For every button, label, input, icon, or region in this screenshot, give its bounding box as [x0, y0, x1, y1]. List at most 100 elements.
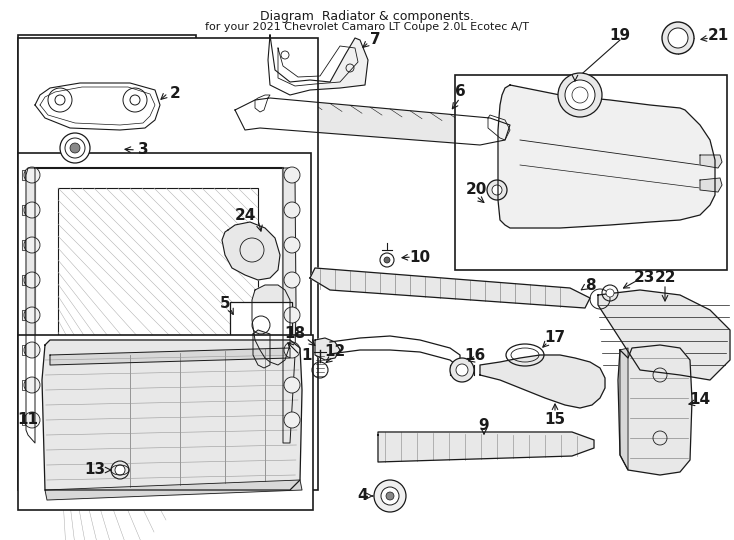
Text: 16: 16: [465, 348, 486, 362]
Circle shape: [284, 342, 300, 358]
Circle shape: [487, 180, 507, 200]
Polygon shape: [620, 348, 628, 470]
Circle shape: [606, 289, 614, 297]
Circle shape: [130, 95, 140, 105]
Polygon shape: [253, 330, 270, 368]
Circle shape: [24, 342, 40, 358]
Circle shape: [24, 412, 40, 428]
Polygon shape: [45, 480, 302, 500]
Circle shape: [284, 307, 300, 323]
Circle shape: [24, 237, 40, 253]
Text: 3: 3: [138, 143, 148, 158]
Text: 19: 19: [609, 28, 631, 43]
Text: 10: 10: [410, 249, 431, 265]
Text: 7: 7: [370, 32, 380, 48]
Text: 24: 24: [234, 207, 255, 222]
Circle shape: [284, 272, 300, 288]
Text: 6: 6: [454, 84, 465, 99]
Text: 1: 1: [302, 348, 312, 362]
Bar: [18, 335, 313, 510]
Circle shape: [456, 364, 468, 376]
Circle shape: [374, 480, 406, 512]
Circle shape: [284, 167, 300, 183]
Polygon shape: [22, 345, 25, 355]
Circle shape: [55, 95, 65, 105]
Circle shape: [24, 202, 40, 218]
Polygon shape: [310, 268, 590, 308]
Circle shape: [284, 237, 300, 253]
Text: 22: 22: [654, 271, 676, 286]
Polygon shape: [598, 290, 730, 380]
Circle shape: [558, 73, 602, 117]
Polygon shape: [488, 115, 510, 140]
Polygon shape: [22, 310, 25, 320]
Bar: [35, 168, 283, 443]
Polygon shape: [22, 380, 25, 390]
Polygon shape: [235, 98, 510, 145]
Circle shape: [450, 358, 474, 382]
Polygon shape: [42, 340, 302, 490]
Polygon shape: [35, 83, 160, 130]
Polygon shape: [252, 285, 290, 365]
Text: 8: 8: [585, 278, 595, 293]
Text: 23: 23: [633, 271, 655, 286]
Text: Diagram  Radiator & components.: Diagram Radiator & components.: [260, 10, 474, 23]
Polygon shape: [22, 205, 25, 215]
Circle shape: [284, 377, 300, 393]
Text: 11: 11: [17, 413, 38, 428]
Polygon shape: [222, 222, 280, 280]
Circle shape: [384, 257, 390, 263]
Bar: [230, 302, 292, 384]
Polygon shape: [378, 432, 594, 462]
Circle shape: [565, 80, 595, 110]
Polygon shape: [255, 95, 270, 112]
Text: 15: 15: [545, 413, 566, 428]
Circle shape: [111, 461, 129, 479]
Circle shape: [70, 143, 80, 153]
Polygon shape: [480, 355, 605, 408]
Bar: [455, 75, 727, 270]
Circle shape: [668, 28, 688, 48]
Text: 14: 14: [689, 393, 711, 408]
Polygon shape: [283, 168, 296, 443]
Circle shape: [492, 185, 502, 195]
Bar: [18, 153, 311, 470]
Polygon shape: [50, 348, 290, 365]
Polygon shape: [268, 35, 368, 95]
Bar: [18, 38, 318, 490]
Polygon shape: [618, 345, 692, 475]
Text: 5: 5: [219, 295, 230, 310]
Circle shape: [115, 465, 125, 475]
Polygon shape: [22, 415, 25, 425]
Polygon shape: [26, 168, 35, 443]
Circle shape: [284, 202, 300, 218]
Circle shape: [123, 88, 147, 112]
Text: 20: 20: [465, 183, 487, 198]
Circle shape: [60, 133, 90, 163]
Polygon shape: [22, 240, 25, 250]
Text: 18: 18: [284, 326, 305, 341]
Circle shape: [284, 412, 300, 428]
Polygon shape: [22, 275, 25, 285]
Text: 4: 4: [357, 489, 368, 503]
Circle shape: [381, 487, 399, 505]
Polygon shape: [700, 155, 722, 168]
Bar: [18, 35, 196, 183]
Text: 17: 17: [545, 330, 566, 346]
Circle shape: [386, 492, 394, 500]
Bar: [58, 188, 258, 428]
Circle shape: [24, 307, 40, 323]
Polygon shape: [700, 178, 722, 192]
Text: 9: 9: [479, 417, 490, 433]
Circle shape: [24, 167, 40, 183]
Polygon shape: [315, 338, 340, 360]
Circle shape: [24, 272, 40, 288]
Circle shape: [24, 377, 40, 393]
Text: 21: 21: [708, 28, 729, 43]
Circle shape: [662, 22, 694, 54]
Polygon shape: [22, 170, 25, 180]
Circle shape: [48, 88, 72, 112]
Text: 2: 2: [170, 85, 181, 100]
Text: 13: 13: [84, 462, 106, 477]
Circle shape: [65, 138, 85, 158]
